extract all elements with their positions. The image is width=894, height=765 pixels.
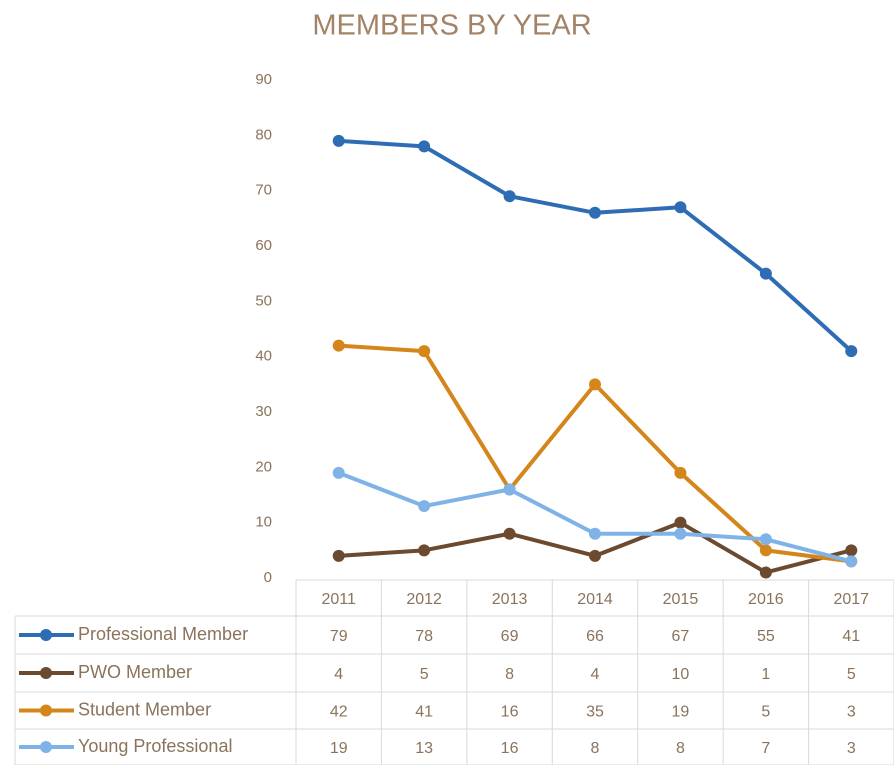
point <box>418 544 431 557</box>
table-cell: 1 <box>761 666 770 683</box>
point <box>589 549 601 562</box>
point <box>418 345 431 358</box>
legend-swatch <box>40 629 52 641</box>
table-cell: 4 <box>591 666 600 683</box>
point <box>674 466 687 479</box>
point <box>759 566 772 579</box>
legend-label: Student Member <box>78 699 211 719</box>
table-cell: 5 <box>420 666 429 683</box>
table-cell: 7 <box>761 740 770 757</box>
y-tick-label: 20 <box>255 458 272 475</box>
point <box>589 378 601 391</box>
point <box>332 466 345 479</box>
legend-swatch <box>40 741 52 753</box>
table-cell: 16 <box>501 740 519 757</box>
y-tick-label: 0 <box>264 569 272 586</box>
table-cell: 41 <box>415 704 433 721</box>
table-cell: 67 <box>672 628 690 645</box>
table-cell: 69 <box>501 628 519 645</box>
point <box>845 544 858 557</box>
table-cell: 55 <box>757 628 775 645</box>
table-cell: 4 <box>334 666 343 683</box>
x-tick-label: 2013 <box>492 591 528 608</box>
point <box>503 527 516 540</box>
table-cell: 8 <box>591 740 600 757</box>
point <box>332 134 345 147</box>
table-cell: 16 <box>501 704 519 721</box>
point <box>418 500 431 513</box>
y-tick-label: 50 <box>255 292 272 309</box>
y-tick-label: 70 <box>255 182 272 199</box>
table-cell: 66 <box>586 628 604 645</box>
x-tick-label: 2015 <box>663 591 699 608</box>
table-cell: 19 <box>330 740 348 757</box>
point <box>589 527 601 540</box>
table-cell: 42 <box>330 704 348 721</box>
table-cell: 3 <box>847 704 856 721</box>
x-tick-label: 2011 <box>322 591 357 608</box>
point <box>418 140 431 153</box>
y-tick-label: 60 <box>255 237 272 254</box>
legend-swatch <box>40 704 52 717</box>
point <box>503 190 516 203</box>
y-tick-label: 90 <box>255 71 272 88</box>
point <box>674 516 687 529</box>
table-cell: 13 <box>415 740 433 757</box>
y-tick-label: 80 <box>255 126 272 143</box>
point <box>759 533 772 546</box>
legend-label: Young Professional <box>78 736 232 756</box>
legend-label: PWO Member <box>78 662 192 682</box>
table-cell: 8 <box>676 740 685 757</box>
table-cell: 10 <box>672 666 690 683</box>
point <box>845 555 858 568</box>
point <box>332 549 345 562</box>
point <box>503 483 516 496</box>
point <box>332 339 345 352</box>
chart-title: MEMBERS BY YEAR <box>312 10 591 42</box>
table-cell: 78 <box>415 628 433 645</box>
point <box>845 345 858 358</box>
y-tick-label: 40 <box>255 348 272 365</box>
table-cell: 79 <box>330 628 348 645</box>
point <box>759 544 772 557</box>
x-tick-label: 2016 <box>748 591 784 608</box>
x-tick-label: 2012 <box>406 591 442 608</box>
y-tick-label: 30 <box>255 403 272 420</box>
point <box>759 267 772 280</box>
table-cell: 35 <box>586 704 604 721</box>
point <box>674 527 687 540</box>
x-tick-label: 2017 <box>833 591 869 608</box>
table-cell: 3 <box>847 740 856 757</box>
point <box>674 201 687 214</box>
legend-swatch <box>40 667 52 679</box>
table-cell: 19 <box>672 704 690 721</box>
table-cell: 8 <box>505 666 514 683</box>
point <box>589 206 601 219</box>
table-cell: 5 <box>761 704 770 721</box>
series-line <box>337 471 852 564</box>
x-tick-label: 2014 <box>577 591 613 608</box>
table-cell: 41 <box>842 628 860 645</box>
legend-label: Professional Member <box>78 624 248 644</box>
series-line <box>338 138 853 353</box>
y-tick-label: 10 <box>255 514 272 531</box>
table-cell: 5 <box>847 666 856 683</box>
